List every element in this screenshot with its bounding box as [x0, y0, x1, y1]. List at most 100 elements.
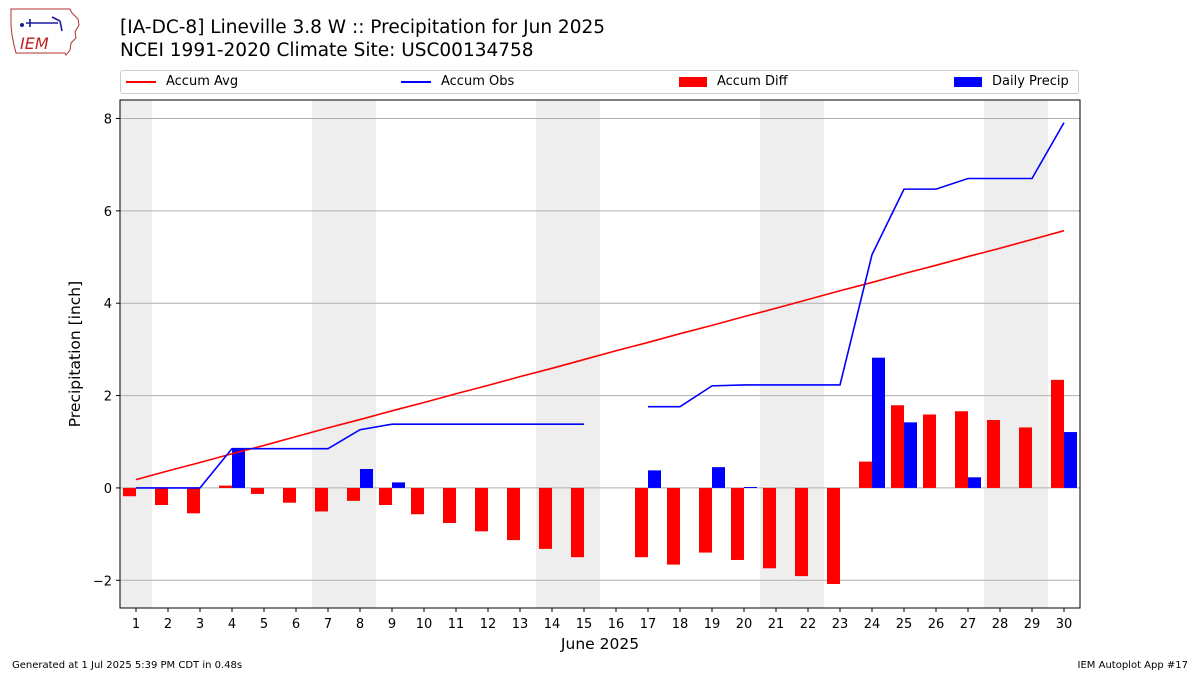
- accum-diff-bar: [859, 461, 872, 488]
- accum-diff-bar: [891, 405, 904, 488]
- y-tick-label: 0: [104, 482, 112, 497]
- daily-precip-bar: [712, 467, 725, 488]
- rain-drop-icon: [20, 23, 24, 27]
- weekend-shade: [984, 100, 1048, 608]
- x-tick-label: 14: [544, 617, 561, 632]
- accum-diff-bar: [955, 411, 968, 488]
- y-tick-label: −2: [93, 574, 112, 589]
- title-line-1: [IA-DC-8] Lineville 3.8 W :: Precipitati…: [120, 17, 606, 38]
- x-tick-label: 28: [992, 617, 1009, 632]
- x-tick-label: 19: [704, 617, 721, 632]
- x-axis-label: June 2025: [560, 635, 639, 653]
- x-tick-label: 11: [448, 617, 465, 632]
- accum-diff-bar: [699, 487, 712, 553]
- accum-diff-bar: [539, 487, 552, 549]
- legend-bar-icon: [679, 76, 707, 87]
- accum-diff-bar: [475, 487, 488, 532]
- legend-label: Accum Obs: [441, 74, 515, 89]
- accum-diff-bar: [635, 487, 648, 558]
- accum-diff-bar: [379, 487, 392, 506]
- daily-precip-bar: [744, 487, 757, 489]
- legend-line-icon: [126, 80, 156, 83]
- accum-diff-bar: [827, 487, 840, 584]
- daily-precip-bar: [968, 477, 981, 488]
- accum-diff-bar: [731, 487, 744, 560]
- accum-obs-line: [136, 423, 584, 489]
- x-tick-label: 20: [736, 617, 753, 632]
- accum-diff-bar: [347, 487, 360, 501]
- legend-item-accum-obs: Accum Obs: [401, 74, 514, 89]
- x-tick-label: 3: [196, 617, 204, 632]
- x-tick-label: 25: [896, 617, 913, 632]
- x-tick-label: 27: [960, 617, 977, 632]
- iem-logo: IEM: [10, 8, 80, 56]
- x-tick-label: 9: [388, 617, 396, 632]
- accum-diff-bar: [763, 487, 776, 569]
- accum-diff-bar: [571, 487, 584, 558]
- accum-diff-bar: [795, 487, 808, 577]
- x-tick-label: 6: [292, 617, 300, 632]
- accum-diff-bar: [219, 485, 232, 488]
- accum-diff-bar: [155, 487, 168, 506]
- y-tick-label: 8: [104, 112, 112, 127]
- legend-label: Accum Avg: [166, 74, 239, 89]
- x-tick-label: 2: [164, 617, 172, 632]
- legend-item-accum-avg: Accum Avg: [126, 74, 238, 89]
- accum-diff-bar: [123, 487, 136, 497]
- accum-diff-bar: [987, 420, 1000, 488]
- x-tick-label: 13: [512, 617, 529, 632]
- daily-precip-bar: [904, 422, 917, 488]
- plot-area: [120, 100, 1080, 608]
- weather-station-icon: [26, 16, 63, 32]
- daily-precip-bar: [392, 482, 405, 488]
- legend-item-accum-diff: Accum Diff: [679, 74, 788, 89]
- accum-diff-bar: [315, 487, 328, 512]
- y-tick-label: 6: [104, 205, 112, 220]
- accum-avg-line: [135, 229, 1065, 481]
- daily-precip-bar: [872, 357, 885, 488]
- legend-line-icon: [401, 80, 431, 83]
- legend-label: Daily Precip: [992, 74, 1069, 89]
- legend-label: Accum Diff: [717, 74, 788, 89]
- daily-precip-bar: [648, 470, 661, 488]
- accum-obs-line: [648, 122, 1065, 408]
- y-tick-label: 4: [104, 297, 112, 312]
- legend: Accum Avg Accum Obs Accum Diff Daily Pre…: [120, 70, 1079, 94]
- footer-app-text: IEM Autoplot App #17: [1077, 660, 1188, 671]
- accum-diff-bar: [507, 487, 520, 541]
- accum-diff-bar: [283, 487, 296, 503]
- daily-precip-bar: [360, 468, 373, 488]
- x-tick-label: 16: [608, 617, 625, 632]
- footer-generated-text: Generated at 1 Jul 2025 5:39 PM CDT in 0…: [12, 660, 243, 671]
- x-tick-label: 22: [800, 617, 817, 632]
- accum-diff-bar: [1051, 379, 1064, 488]
- y-axis-label: Precipitation [inch]: [66, 281, 84, 427]
- daily-precip-bar: [1064, 432, 1077, 488]
- weekend-shade: [120, 100, 152, 608]
- weekend-shade: [312, 100, 376, 608]
- accum-diff-bar: [411, 487, 424, 515]
- x-tick-label: 8: [356, 617, 364, 632]
- chart-title: [IA-DC-8] Lineville 3.8 W :: Precipitati…: [120, 16, 605, 62]
- accum-diff-bar: [187, 487, 200, 514]
- x-tick-label: 7: [324, 617, 332, 632]
- x-tick-label: 15: [576, 617, 593, 632]
- x-tick-label: 12: [480, 617, 497, 632]
- x-tick-label: 30: [1056, 617, 1073, 632]
- y-tick-label: 2: [104, 390, 112, 405]
- x-tick-label: 26: [928, 617, 945, 632]
- x-tick-label: 1: [132, 617, 140, 632]
- iowa-state-outline: [10, 8, 80, 56]
- legend-item-daily-precip: Daily Precip: [954, 74, 1069, 89]
- x-tick-label: 24: [864, 617, 881, 632]
- logo-text: IEM: [20, 34, 49, 53]
- x-tick-label: 4: [228, 617, 236, 632]
- accum-diff-bar: [251, 487, 264, 494]
- accum-diff-bar: [923, 414, 936, 488]
- x-tick-label: 10: [416, 617, 433, 632]
- x-tick-label: 5: [260, 617, 268, 632]
- x-tick-label: 17: [640, 617, 657, 632]
- daily-precip-bar: [232, 448, 245, 488]
- x-tick-label: 21: [768, 617, 785, 632]
